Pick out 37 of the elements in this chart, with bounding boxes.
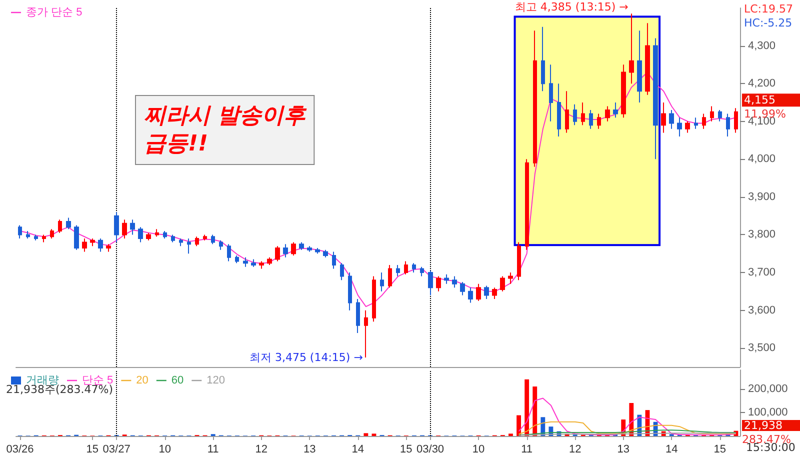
x-tick-label: 14 (352, 444, 364, 455)
y-tick-label: 100,000 (748, 406, 788, 418)
x-tick-label: 15 (86, 444, 99, 455)
annotation: 찌라시 발송이후 급등!! (144, 104, 308, 156)
annotation: 최고 4,385 (13:15) → (514, 0, 628, 14)
y-tick-label: 3,600 (748, 304, 776, 316)
y-tick-label: 3,700 (748, 266, 776, 279)
x-tick-label: 12 (568, 444, 582, 455)
legend-label: 종가 단순 5 (26, 6, 82, 18)
y-tick-label: 3,500 (748, 342, 776, 354)
y-tick-label: 3,900 (748, 190, 776, 203)
y-tick-label: 4,000 (748, 153, 776, 166)
y-tick-label: 4,300 (748, 40, 776, 52)
text: 4,155 (744, 94, 776, 107)
text: HC:-5.25 (744, 16, 792, 30)
y-tick-label: 4,200 (748, 78, 776, 90)
x-tick-label: 13 (303, 444, 316, 455)
x-tick-label: 03/27 (102, 444, 130, 455)
x-tick-label: 10 (158, 444, 171, 455)
text: LC:19.57 (744, 2, 794, 16)
x-tick-label: 11 (207, 444, 219, 455)
legend-label: 60 (171, 374, 184, 386)
x-tick-label: 12 (255, 444, 268, 455)
y-tick-label: 3,800 (748, 228, 776, 241)
legend-label: 20 (136, 374, 148, 386)
x-tick-label: 15 (714, 444, 726, 455)
x-tick-label: 15 (400, 444, 412, 455)
x-tick-label: 03/30 (416, 444, 444, 455)
x-tick-label: 11 (521, 444, 533, 455)
legend-label: 120 (206, 374, 226, 386)
text: 21,938 (744, 419, 782, 432)
x-tick-label: 14 (665, 444, 678, 455)
x-tick-label: 13 (617, 444, 630, 455)
x-tick-label: 10 (472, 444, 485, 455)
x-tick-label: 03/26 (6, 444, 34, 455)
y-tick-label: 200,000 (748, 382, 788, 395)
annotation: 최저 3,475 (14:15) → (249, 351, 363, 364)
